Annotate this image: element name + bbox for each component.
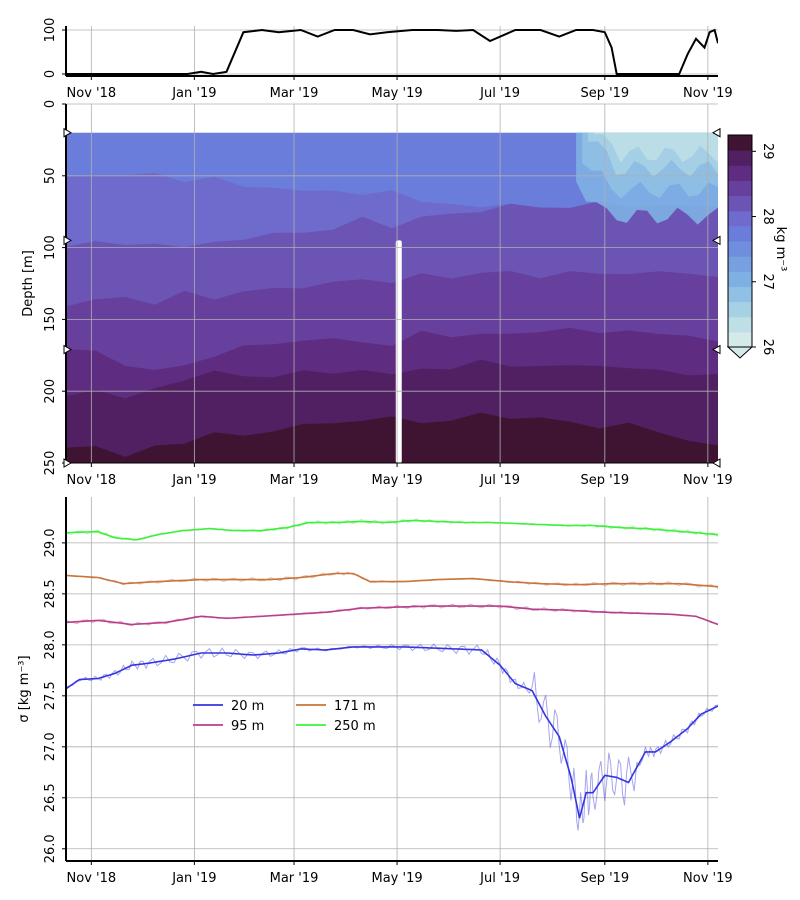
x-tick-label: Nov '19 [683,871,733,886]
depth-density-panel: 0 50 100 150 200 250 Depth [m] Nov '18 Jan '19 Ma… [21,100,733,488]
depth-marker-left [63,235,73,246]
colorbar-swatch [728,225,752,242]
density-layer [66,412,718,463]
x-tick-label: Mar '19 [270,871,319,886]
surface-light-layer [594,132,718,163]
x-tick-label: Nov '19 [683,473,733,488]
series-group [66,518,718,831]
data-gap [395,240,402,463]
depth-marker-right [711,235,721,246]
series-raw-line [66,571,718,589]
y-axis-label: σ [kg m⁻³] [17,655,32,722]
depth-marker-left [63,344,73,355]
x-tick-label: Mar '19 [270,473,319,488]
colorbar-tick-label: 28 [760,208,775,225]
x-tick-label: May '19 [372,473,423,488]
y-tick-label: 250 [43,451,58,476]
colorbar-tick-label: 29 [760,143,775,160]
depth-marker-left [63,458,73,468]
x-tick-label: Jul '19 [479,86,520,101]
legend-label: 20 m [231,699,264,714]
y-tick-label: 26.0 [43,834,58,863]
colorbar-tick-label: 27 [760,273,775,290]
colorbar-swatch [728,331,752,348]
colorbar-swatch [728,286,752,303]
top-series-line [66,28,718,76]
x-tick-label: May '19 [372,871,423,886]
legend-label: 95 m [231,719,264,734]
x-tick-label: May '19 [372,86,423,101]
colorbar-tick-label: 26 [760,339,775,356]
x-tick-label: Mar '19 [270,86,319,101]
depth-marker-left [63,127,73,138]
colorbar: 26 27 28 29 kg m⁻³ [726,134,788,359]
x-tick-label: Sep '19 [580,473,629,488]
colorbar-swatch [728,195,752,212]
x-tick-label: Nov '19 [683,86,733,101]
depth-marker-right [711,458,721,468]
colorbar-swatch [728,135,752,151]
legend-label: 250 m [334,719,376,734]
top-panel: 0 100 Nov '18 Jan '19 Mar '19 May '19 Jul '19 S… [43,18,733,101]
series-line [66,605,718,626]
colorbar-label: kg m⁻³ [773,227,788,272]
y-tick-label: 200 [43,379,58,404]
y-tick-label: 150 [43,307,58,332]
depth-marker-right [711,127,721,138]
y-tick-label: 28.5 [43,579,58,608]
y-tick-label: 50 [43,168,58,185]
colorbar-swatch [728,241,752,257]
colorbar-swatch [728,256,752,272]
x-tick-label: Jan '19 [171,86,216,101]
x-tick-label: Jan '19 [171,473,216,488]
y-tick-label: 28.0 [43,630,58,659]
colorbar-extend-arrow [726,346,754,359]
y-tick-label: 100 [43,235,58,260]
y-tick-label: 100 [43,18,58,43]
colorbar-frame [727,134,753,348]
series-line [66,646,718,819]
y-tick-label: 27.0 [43,732,58,761]
y-tick-label: 27.5 [43,681,58,710]
colorbar-swatch [728,301,752,318]
y-tick-label: 29.0 [43,528,58,557]
x-tick-label: Jul '19 [479,871,520,886]
depth-marker-right [711,344,721,355]
colorbar-swatch [728,180,752,197]
y-tick-label: 0 [43,100,58,108]
series-line [66,519,718,541]
x-tick-label: Nov '18 [67,473,117,488]
density-layers [66,132,718,463]
x-tick-label: Nov '18 [67,86,117,101]
x-tick-label: Nov '18 [67,871,117,886]
x-tick-label: Sep '19 [580,86,629,101]
x-tick-label: Jan '19 [171,871,216,886]
colorbar-swatch [728,210,752,227]
colorbar-swatch [728,165,752,181]
colorbar-swatch [728,271,752,287]
series-raw-line [66,643,718,831]
colorbar-swatch [728,316,752,333]
colorbar-swatch [728,150,752,166]
y-axis-label: Depth [m] [21,250,36,317]
x-tick-label: Sep '19 [580,871,629,886]
y-tick-label: 26.5 [43,783,58,812]
x-tick-label: Jul '19 [479,473,520,488]
density-timeseries-panel: 26.0 26.5 27.0 27.5 28.0 28.5 29.0 σ [kg m⁻³] No… [17,497,733,886]
legend-label: 171 m [334,699,376,714]
y-tick-label: 0 [43,70,58,78]
series-line [66,572,718,588]
